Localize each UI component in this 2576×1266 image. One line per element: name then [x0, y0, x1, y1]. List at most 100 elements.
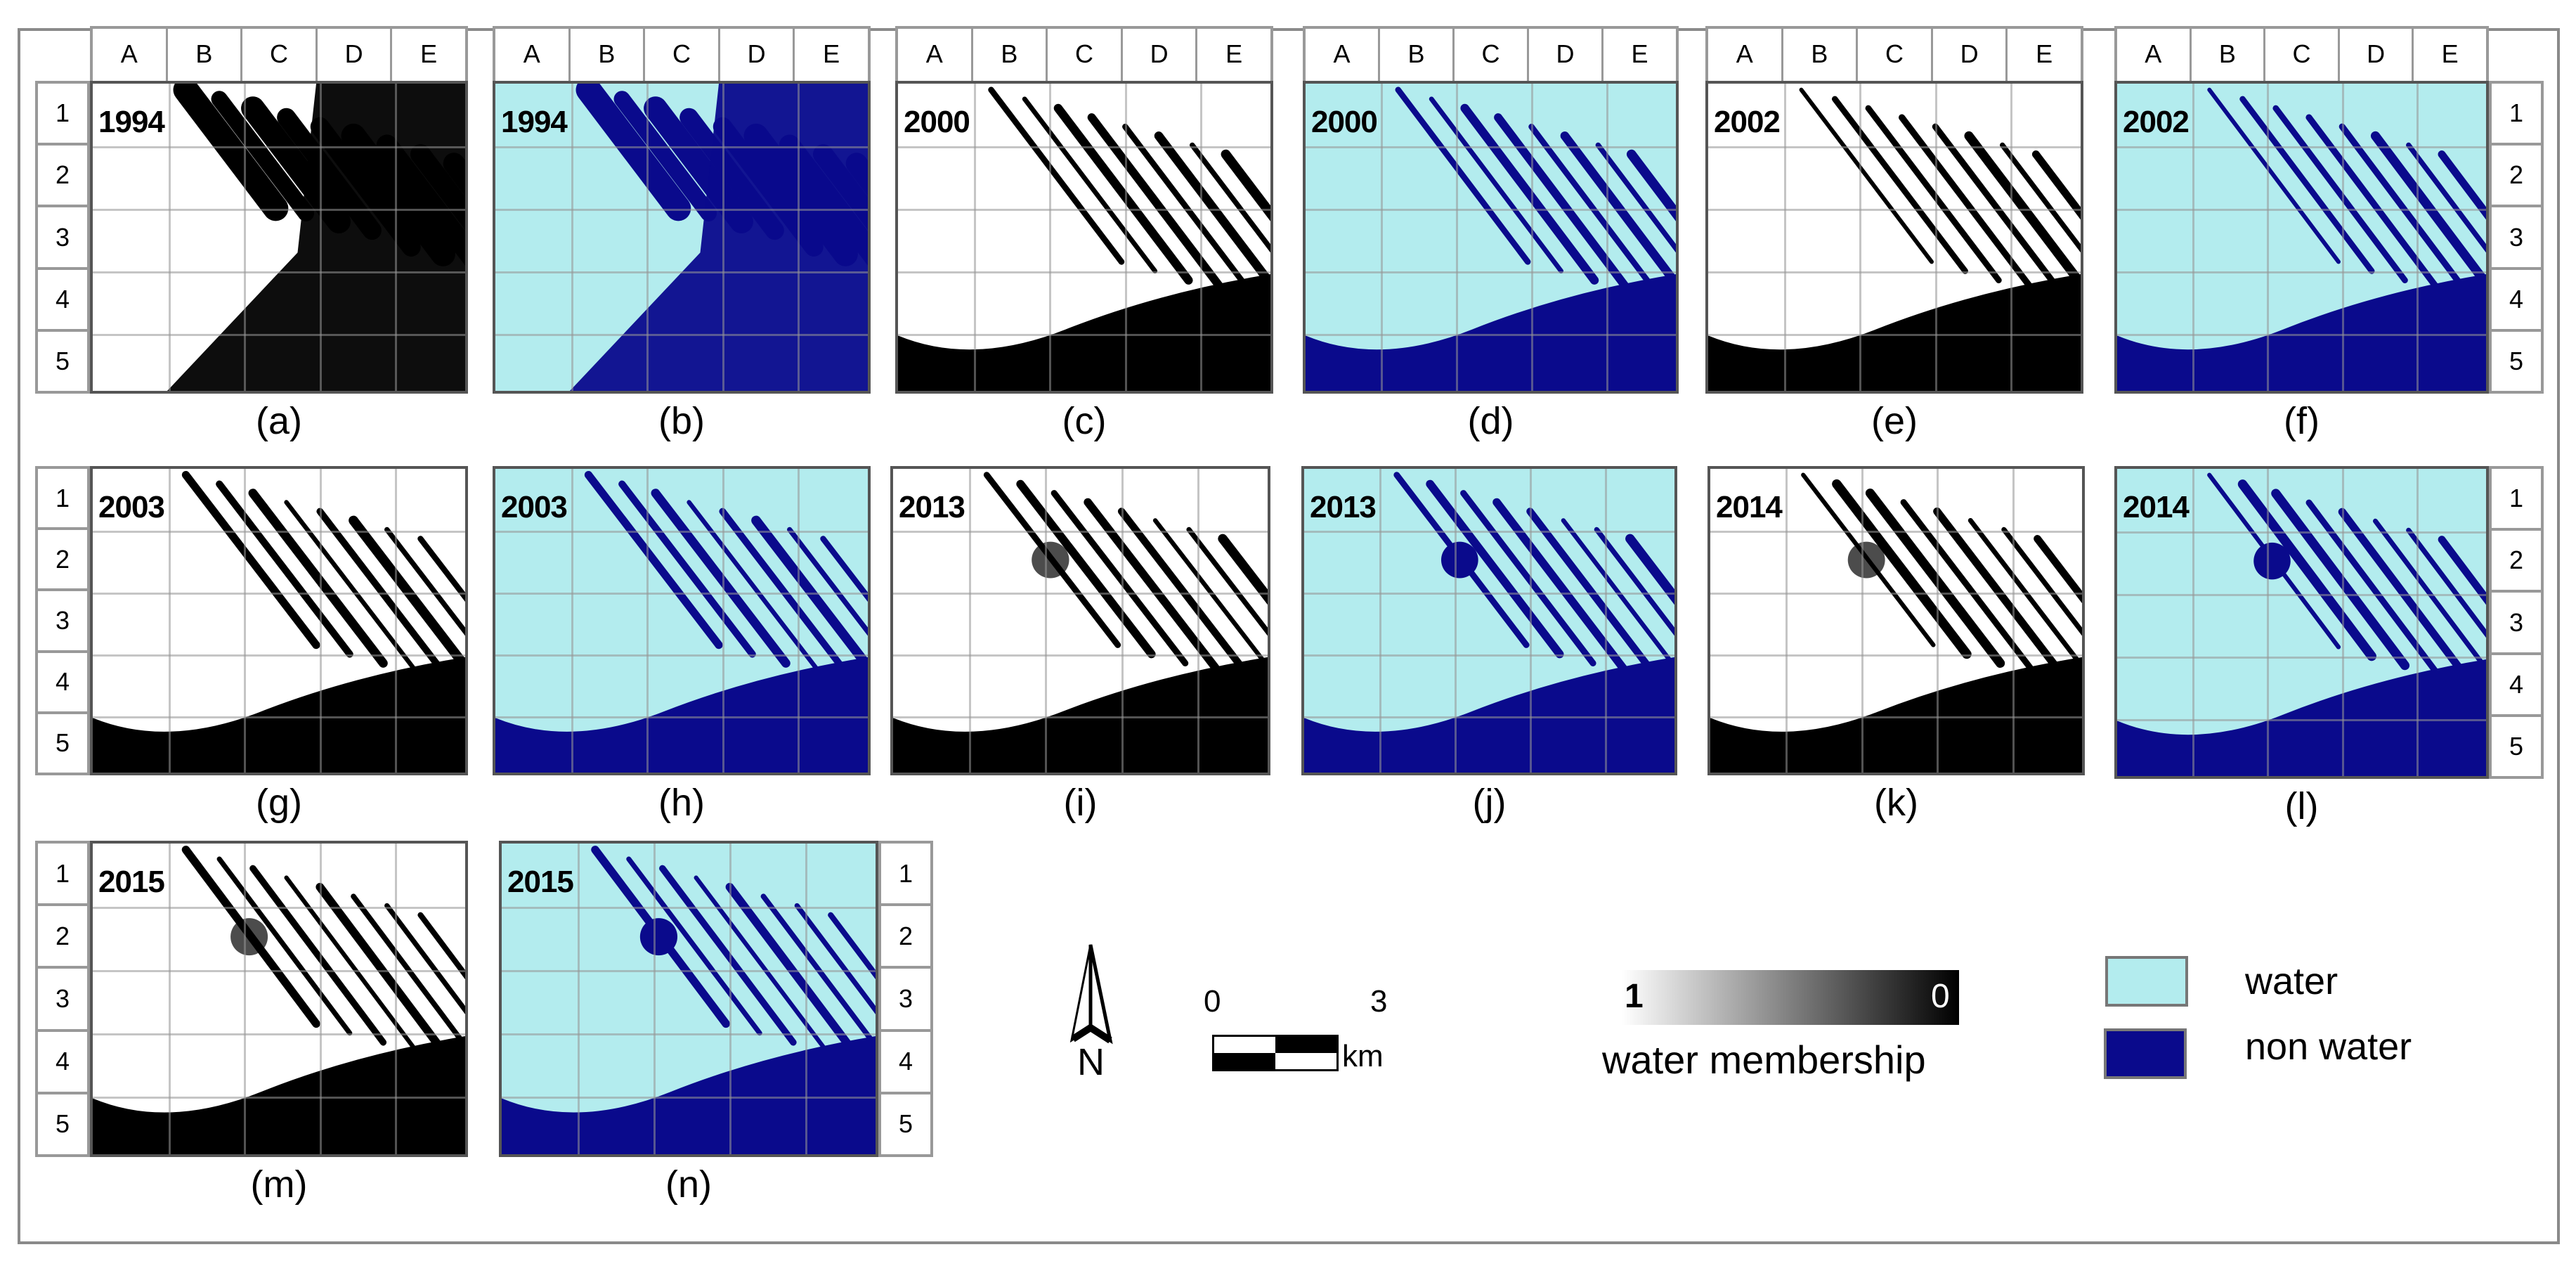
column-label: A	[898, 29, 973, 81]
grid-line	[1783, 84, 1786, 391]
row-label: 1	[38, 84, 87, 146]
grid-line	[1197, 469, 1199, 773]
grid-line	[1708, 146, 2081, 148]
map-raster	[495, 471, 868, 773]
grid-line	[1304, 593, 1674, 595]
panel-caption: (n)	[665, 1163, 712, 1206]
water-membership-map: 2000	[895, 81, 1273, 394]
row-label: 5	[2509, 346, 2524, 375]
grid-line	[1710, 531, 2082, 533]
panel-caption: (e)	[1871, 400, 1918, 442]
grid-line	[1200, 84, 1203, 391]
grid-line	[495, 271, 868, 273]
row-label: 5	[55, 346, 70, 375]
panel-year-label: 2015	[507, 865, 574, 899]
grid-line	[93, 271, 465, 273]
grid-line	[502, 1097, 876, 1099]
grid-line	[2416, 469, 2419, 776]
membership-max-label: 1	[1625, 978, 1644, 1015]
grid-line	[2267, 469, 2270, 776]
row-label: 3	[2492, 593, 2541, 655]
grid-line	[646, 84, 649, 391]
column-label: D	[1933, 29, 2008, 81]
grid-line	[1934, 84, 1937, 391]
grid-line	[2192, 469, 2194, 776]
grid-line	[93, 970, 465, 972]
panel-year-label: 2014	[2123, 490, 2190, 524]
grid-line	[798, 469, 800, 773]
panel-year-label: 2002	[1714, 105, 1781, 139]
panel-year-label: 1994	[98, 105, 165, 139]
grid-line	[2416, 84, 2419, 391]
grid-line	[93, 1033, 465, 1035]
grid-line	[93, 654, 465, 657]
grid-line	[646, 469, 649, 773]
grid-line	[2341, 84, 2344, 391]
grid-line	[1306, 146, 1676, 148]
column-label: A	[495, 29, 571, 81]
panel-year-label: 2002	[2123, 105, 2190, 139]
grid-line	[93, 334, 465, 336]
grid-line	[1708, 334, 2081, 336]
water-membership-map: 2003	[90, 466, 468, 775]
grid-line	[805, 844, 807, 1154]
row-label: 3	[38, 969, 87, 1032]
row-label: 1	[38, 469, 87, 531]
grid-line	[1304, 716, 1674, 718]
grid-line	[1710, 593, 2082, 595]
grid-line	[319, 844, 322, 1154]
column-label: C	[1048, 29, 1123, 81]
row-label: 2	[38, 906, 87, 969]
grid-line	[2117, 146, 2486, 148]
column-label: B	[1380, 29, 1455, 81]
grid-line	[1606, 84, 1608, 391]
grid-line	[502, 907, 876, 909]
class-legend: water non water	[2101, 952, 2523, 1093]
map-raster	[898, 86, 1270, 391]
panel-caption: (l)	[2284, 785, 2319, 827]
column-label: E	[1225, 39, 1243, 68]
grid-line	[495, 531, 868, 533]
north-arrow: N	[1058, 942, 1128, 1090]
grid-line	[168, 469, 171, 773]
grid-line	[319, 469, 322, 773]
panel-caption: (a)	[256, 400, 302, 442]
column-label: D	[2340, 29, 2414, 81]
grid-line	[2117, 657, 2486, 659]
grid-line	[495, 334, 868, 336]
row-label: 3	[2492, 207, 2541, 270]
grid-line	[893, 593, 1268, 595]
panel-caption: (g)	[256, 782, 302, 824]
grid-line	[1531, 84, 1533, 391]
water-membership-map: 2013	[890, 466, 1270, 775]
grid-line	[1379, 469, 1381, 773]
water-membership-map: 2002	[1705, 81, 2083, 394]
panel-caption: (c)	[1062, 400, 1107, 442]
row-label: 3	[881, 969, 930, 1032]
row-label: 4	[38, 270, 87, 332]
grid-line	[898, 271, 1270, 273]
grid-line	[1381, 84, 1383, 391]
grid-line	[2117, 271, 2486, 273]
map-raster	[570, 84, 868, 391]
grid-line	[93, 1097, 465, 1099]
grid-line	[1306, 209, 1676, 211]
grid-line	[395, 84, 398, 391]
grid-line	[495, 146, 868, 148]
grid-line	[244, 469, 247, 773]
map-raster	[2117, 87, 2486, 391]
column-label: B	[168, 29, 243, 81]
row-label: 4	[2492, 655, 2541, 717]
grid-line	[93, 593, 465, 595]
map-raster	[893, 472, 1268, 773]
grid-line	[898, 209, 1270, 211]
grid-line	[1530, 469, 1532, 773]
grid-line	[319, 84, 322, 391]
grid-line	[1785, 469, 1788, 773]
panel-year-label: 2000	[1311, 105, 1378, 139]
panel-year-label: 1994	[501, 105, 568, 139]
